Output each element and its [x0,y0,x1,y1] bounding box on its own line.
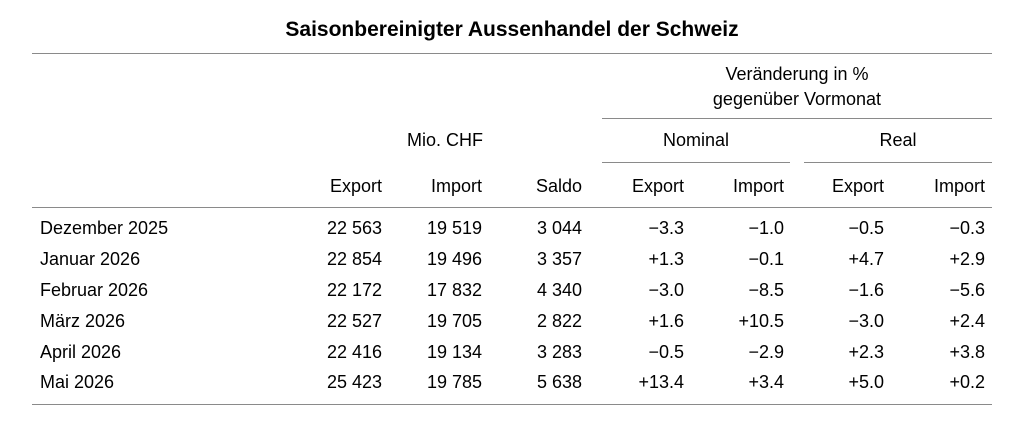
col-header-import: Import [430,176,482,196]
cell-export: 22 416 [326,342,382,362]
cell-import: 19 705 [426,311,482,331]
cell-import: 19 785 [426,372,482,392]
cell-export: 22 563 [326,218,382,238]
col-header-real-import: Import [933,176,985,196]
table-row: April 2026 22 416 19 134 3 283 −0.5 −2.9 +2.3 +… [0,342,1024,372]
cell-nominal-import: +10.5 [738,311,784,331]
cell-real-import: +3.8 [949,342,985,362]
cell-saldo: 4 340 [536,280,582,300]
nominal-header: Nominal [662,130,730,150]
cell-saldo: 3 357 [536,249,582,269]
cell-real-export: −3.0 [848,311,884,331]
cell-real-import: +2.9 [949,249,985,269]
cell-real-export: −0.5 [848,218,884,238]
change-group-header-line2: gegenüber Vormonat [712,89,882,109]
cell-real-import: −0.3 [949,218,985,238]
cell-import: 19 496 [426,249,482,269]
cell-real-export: −1.6 [848,280,884,300]
row-month: Dezember 2025 [40,218,169,238]
real-header: Real [879,130,917,150]
table-row: Februar 2026 22 172 17 832 4 340 −3.0 −8.5 −1.… [0,280,1024,310]
table-row: März 2026 22 527 19 705 2 822 +1.6 +10.5 −3.0 +… [0,311,1024,341]
cell-import: 19 134 [426,342,482,362]
cell-export: 22 172 [326,280,382,300]
cell-import: 17 832 [426,280,482,300]
col-header-nominal-export: Export [631,176,684,196]
cell-real-import: −5.6 [949,280,985,300]
cell-real-export: +2.3 [848,342,884,362]
cell-import: 19 519 [426,218,482,238]
table-row: Januar 2026 22 854 19 496 3 357 +1.3 −0.1 +4.7… [0,249,1024,279]
real-rule [804,162,992,163]
cell-export: 22 854 [326,249,382,269]
row-month: Mai 2026 [40,372,115,392]
cell-export: 25 423 [326,372,382,392]
cell-nominal-export: −3.0 [648,280,684,300]
cell-real-export: +5.0 [848,372,884,392]
change-group-header-line1: Veränderung in % [725,64,869,84]
change-group-rule [602,118,992,119]
col-header-real-export: Export [831,176,884,196]
cell-real-import: +2.4 [949,311,985,331]
table-title: Saisonbereinigter Aussenhandel der Schwe… [285,18,739,41]
header-bottom-rule [32,207,992,208]
cell-nominal-export: −3.3 [648,218,684,238]
cell-nominal-export: +1.3 [648,249,684,269]
cell-nominal-export: +13.4 [638,372,684,392]
table-row: Mai 2026 25 423 19 785 5 638 +13.4 +3.4 +5.0 +0… [0,372,1024,402]
cell-nominal-export: −0.5 [648,342,684,362]
cell-saldo: 5 638 [536,372,582,392]
cell-export: 22 527 [326,311,382,331]
cell-real-import: +0.2 [949,372,985,392]
nominal-rule [602,162,790,163]
cell-nominal-import: −1.0 [748,218,784,238]
table-row: Dezember 2025 22 563 19 519 3 044 −3.3 −1.0 −0… [0,218,1024,248]
mio-chf-header: Mio. CHF [407,130,483,150]
cell-real-export: +4.7 [848,249,884,269]
row-month: April 2026 [40,342,122,362]
row-month: Januar 2026 [40,249,141,269]
cell-nominal-import: −8.5 [748,280,784,300]
cell-nominal-import: +3.4 [748,372,784,392]
col-header-export: Export [329,176,382,196]
col-header-saldo: Saldo [535,176,582,196]
row-month: März 2026 [40,311,126,331]
cell-saldo: 3 044 [536,218,582,238]
top-rule [32,53,992,54]
cell-nominal-import: −0.1 [748,249,784,269]
cell-saldo: 2 822 [536,311,582,331]
cell-nominal-export: +1.6 [648,311,684,331]
cell-saldo: 3 283 [536,342,582,362]
cell-nominal-import: −2.9 [748,342,784,362]
row-month: Februar 2026 [40,280,149,300]
col-header-nominal-import: Import [732,176,784,196]
bottom-rule [32,404,992,405]
